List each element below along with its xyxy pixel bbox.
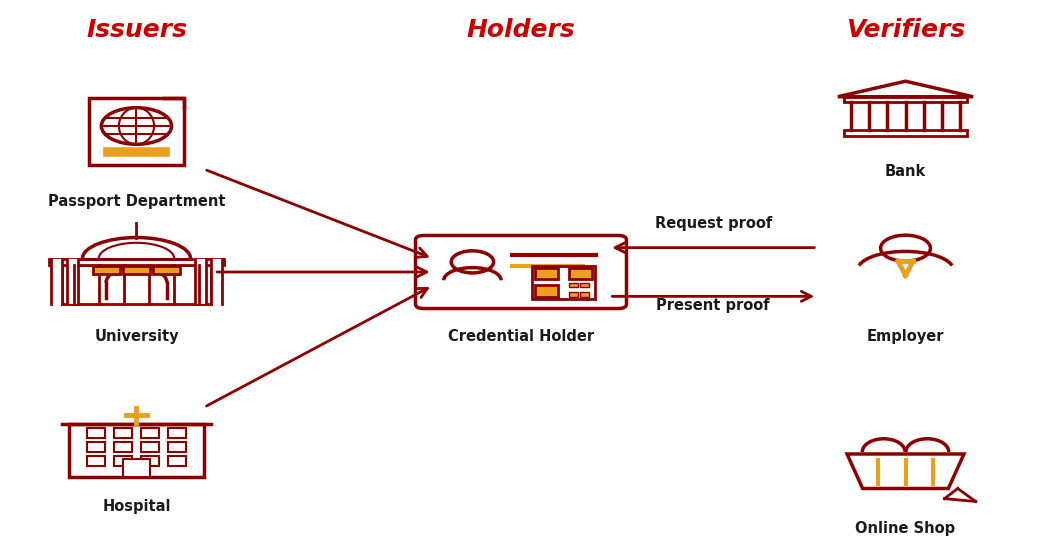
Bar [168, 456, 187, 466]
Text: Passport Department: Passport Department [48, 194, 225, 208]
Bar [141, 456, 159, 466]
Bar [569, 292, 578, 297]
Text: Verifiers: Verifiers [846, 17, 965, 42]
Bar [86, 442, 105, 452]
Bar [51, 258, 63, 304]
Bar [168, 428, 187, 438]
Text: Credential Holder: Credential Holder [448, 329, 594, 344]
FancyBboxPatch shape [90, 98, 183, 165]
Bar [580, 283, 589, 287]
Bar [531, 265, 595, 299]
Bar [123, 459, 150, 477]
Text: Online Shop: Online Shop [855, 521, 956, 536]
Bar [86, 428, 105, 438]
Bar [844, 97, 967, 102]
Text: Hospital: Hospital [102, 499, 171, 514]
Text: Employer: Employer [867, 329, 944, 344]
FancyBboxPatch shape [416, 236, 626, 308]
Bar [535, 285, 557, 297]
Text: Request proof: Request proof [654, 217, 772, 231]
Bar [114, 456, 132, 466]
Bar [114, 428, 132, 438]
FancyBboxPatch shape [93, 266, 120, 274]
Bar [69, 424, 204, 477]
Bar [49, 258, 224, 265]
Bar [210, 258, 222, 304]
Bar [141, 442, 159, 452]
Bar [569, 283, 578, 287]
Bar [195, 258, 206, 304]
Text: Present proof: Present proof [656, 298, 770, 313]
Bar [63, 265, 210, 304]
Text: University: University [94, 329, 179, 344]
Text: Issuers: Issuers [86, 17, 187, 42]
Text: Bank: Bank [885, 164, 926, 179]
Bar [168, 442, 187, 452]
Text: Holders: Holders [467, 17, 575, 42]
Bar [86, 456, 105, 466]
Bar [569, 268, 592, 280]
Bar [580, 292, 589, 297]
Bar [67, 258, 78, 304]
Bar [114, 442, 132, 452]
FancyBboxPatch shape [123, 266, 150, 274]
Bar [844, 131, 967, 136]
Bar [141, 428, 159, 438]
FancyBboxPatch shape [153, 266, 180, 274]
Bar [535, 268, 557, 280]
